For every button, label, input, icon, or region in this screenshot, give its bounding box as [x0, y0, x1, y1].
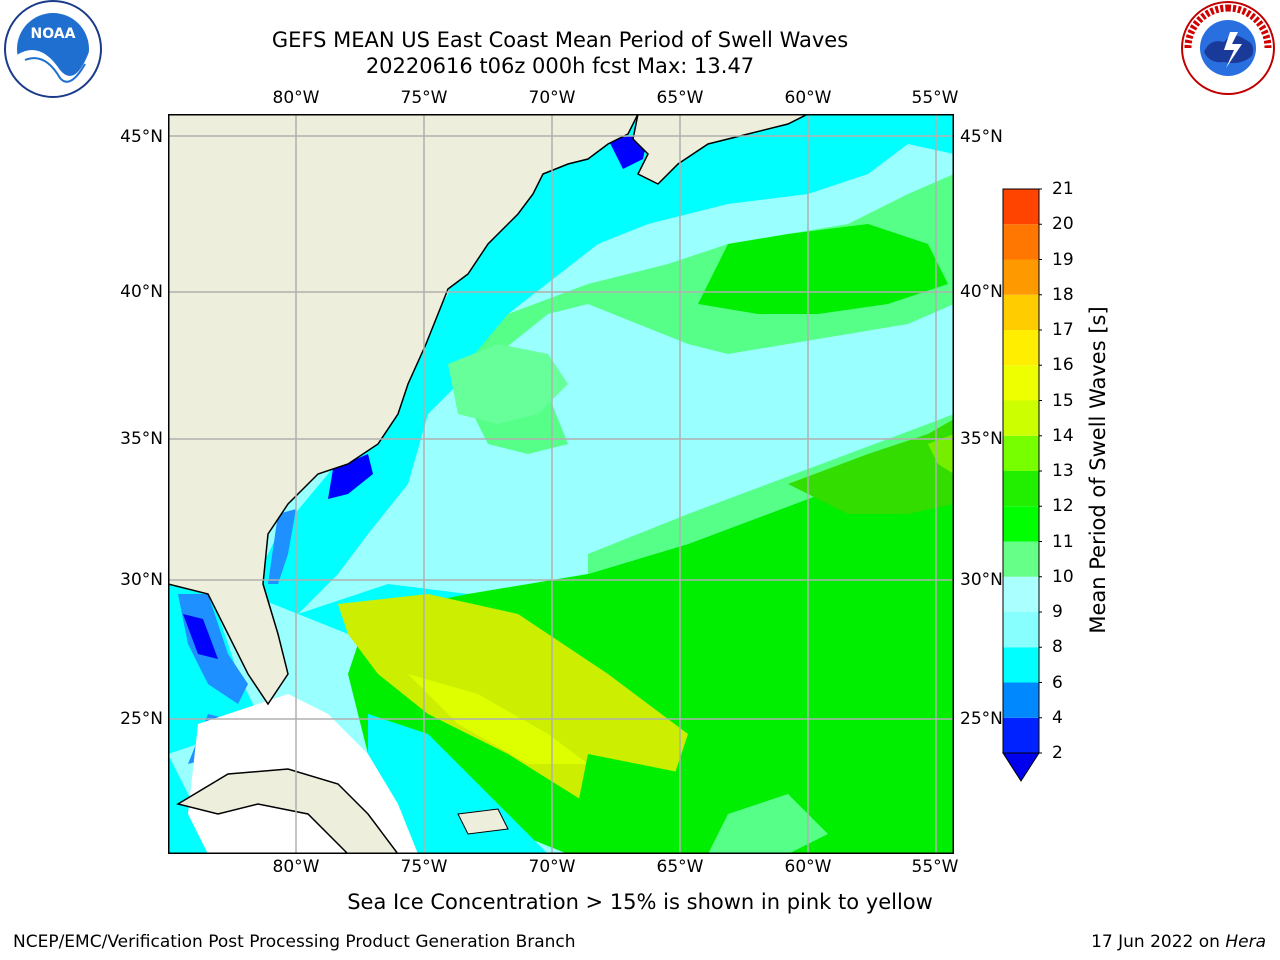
- colorbar-tick-label: 9: [1052, 602, 1063, 622]
- sea-ice-note: Sea Ice Concentration > 15% is shown in …: [347, 890, 933, 914]
- colorbar-segment: [1003, 435, 1039, 471]
- lon-label-top: 55°W: [911, 88, 959, 108]
- colorbar-tick-label: 20: [1052, 214, 1074, 235]
- colorbar: [1002, 188, 1042, 782]
- footer-host: Hera: [1225, 932, 1266, 952]
- footer-date-text: 17 Jun 2022 on: [1091, 932, 1226, 952]
- colorbar-segment: [1003, 576, 1039, 612]
- lat-label-right: 45°N: [960, 127, 1003, 147]
- colorbar-tick-label: 17: [1052, 320, 1074, 340]
- land-cuba: [176, 768, 399, 854]
- land-maritimes: [632, 114, 809, 185]
- chart-title: GEFS MEAN US East Coast Mean Period of S…: [271, 28, 849, 52]
- colorbar-segment: [1003, 682, 1039, 718]
- lat-label-left: 40°N: [120, 282, 163, 302]
- colorbar-segment: [1003, 717, 1039, 753]
- lat-label-left: 30°N: [120, 570, 163, 590]
- colorbar-segment: [1003, 330, 1039, 366]
- lon-label-bottom: 55°W: [911, 857, 959, 877]
- region-9-10-north: [458, 174, 954, 374]
- colorbar-segment: [1003, 506, 1039, 542]
- lon-label-bottom: 80°W: [272, 857, 320, 877]
- region-6-8-north: [248, 114, 954, 614]
- colorbar-tick-label: 14: [1052, 425, 1074, 446]
- lon-label-top: 80°W: [272, 88, 320, 108]
- colorbar-segment: [1003, 224, 1039, 260]
- colorbar-segment: [1003, 541, 1039, 577]
- footer-branch: NCEP/EMC/Verification Post Processing Pr…: [13, 932, 576, 952]
- colorbar-segment: [1003, 294, 1039, 330]
- lat-label-left: 35°N: [120, 429, 163, 449]
- land-us-east-coast: [168, 114, 639, 706]
- colorbar-tick-label: 8: [1052, 637, 1063, 658]
- lon-label-top: 60°W: [784, 88, 832, 108]
- lat-label-left: 45°N: [120, 127, 163, 147]
- colorbar-tick-label: 10: [1052, 566, 1074, 587]
- colorbar-tick-label: 19: [1052, 249, 1074, 270]
- lon-label-bottom: 75°W: [400, 857, 448, 877]
- colorbar-tick-label: 11: [1052, 531, 1074, 552]
- lon-label-top: 75°W: [400, 88, 448, 108]
- graticule: [168, 114, 954, 854]
- lon-label-top: 70°W: [528, 88, 576, 108]
- noaa-logo: NOAA: [4, 0, 102, 98]
- colorbar-tick-label: 2: [1052, 743, 1063, 763]
- lat-label-right: 35°N: [960, 429, 1003, 449]
- colorbar-under-arrow: [1002, 752, 1040, 782]
- colorbar-tick-label: 6: [1052, 672, 1063, 693]
- colorbar-label: Mean Period of Swell Waves [s]: [1086, 306, 1110, 634]
- colorbar-segment: [1003, 189, 1039, 225]
- colorbar-segment: [1003, 647, 1039, 683]
- colorbar-segment: [1003, 612, 1039, 648]
- lat-label-left: 25°N: [120, 709, 163, 729]
- lat-label-right: 40°N: [960, 282, 1003, 302]
- map-border: [168, 114, 954, 854]
- lon-label-top: 65°W: [656, 88, 704, 108]
- swell-period-map: [168, 114, 954, 854]
- lat-label-right: 30°N: [960, 570, 1003, 590]
- nws-logo: [1181, 1, 1275, 95]
- colorbar-segment: [1003, 400, 1039, 436]
- footer-date: 17 Jun 2022 on Hera: [1091, 932, 1266, 952]
- region-2-4: [328, 454, 373, 499]
- colorbar-tick-label: 21: [1052, 179, 1074, 199]
- colorbar-segment: [1003, 259, 1039, 295]
- colorbar-tick-label: 16: [1052, 355, 1074, 376]
- lon-label-bottom: 65°W: [656, 857, 704, 877]
- noaa-logo-text: NOAA: [31, 26, 76, 42]
- colorbar-tick-label: 15: [1052, 390, 1074, 411]
- lon-label-bottom: 70°W: [528, 857, 576, 877]
- lon-label-bottom: 60°W: [784, 857, 832, 877]
- colorbar-tick-label: 18: [1052, 284, 1074, 305]
- chart-subtitle: 20220616 t06z 000h fcst Max: 13.47: [365, 54, 755, 78]
- colorbar-tick-label: 13: [1052, 461, 1074, 481]
- colorbar-tick-label: 4: [1052, 707, 1063, 728]
- lat-label-right: 25°N: [960, 709, 1003, 729]
- colorbar-segment: [1003, 365, 1039, 401]
- colorbar-tick-label: 12: [1052, 496, 1074, 517]
- colorbar-segment: [1003, 471, 1039, 507]
